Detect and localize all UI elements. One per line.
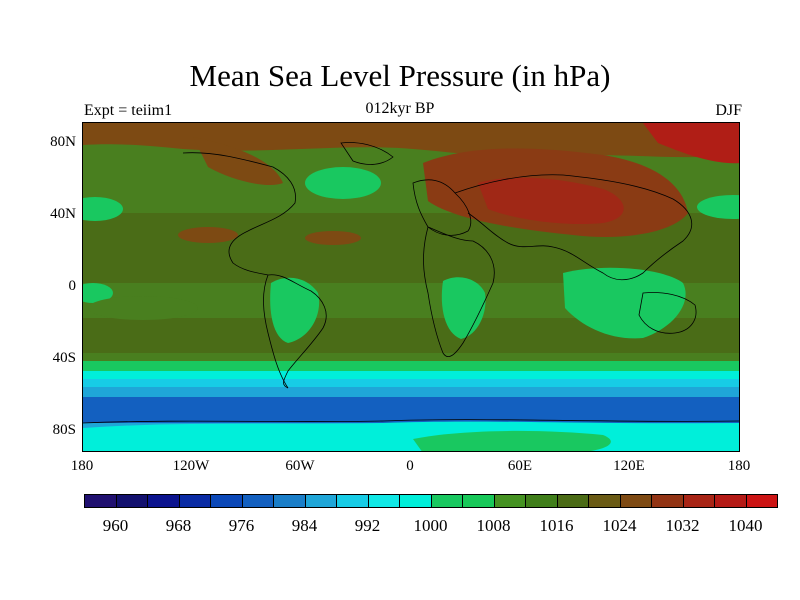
colorbar-tick-label: 992: [354, 516, 381, 535]
colorbar-cell: [556, 494, 589, 508]
map-title: Mean Sea Level Pressure (in hPa): [189, 58, 611, 93]
colorbar-cell: [336, 494, 369, 508]
colorbar-tick-label: 1016: [539, 516, 574, 535]
coast-africa: [423, 226, 495, 357]
pacific-band: [88, 296, 198, 320]
lon-label-180w: 180: [70, 458, 94, 474]
colorbar-tick-label: 1000: [413, 516, 448, 535]
time-period-label: 012kyr BP: [365, 100, 435, 117]
lon-label-120w: 120W: [172, 458, 210, 474]
maritime-continent-low: [563, 267, 686, 339]
experiment-label: Expt = teiim1: [84, 102, 173, 119]
colorbar-tick-label: 1032: [665, 516, 700, 535]
colorbar-cell: [178, 494, 211, 508]
aleutian-low-west: [83, 197, 123, 221]
colorbar-tick-label: 1040: [728, 516, 763, 535]
colorbar-cell: [367, 494, 400, 508]
icelandic-low: [305, 167, 381, 199]
colorbar-cell: [682, 494, 715, 508]
lat-label-40s: 40S: [52, 350, 76, 366]
lat-label-40n: 40N: [50, 206, 76, 222]
colorbar-cell: [210, 494, 243, 508]
africa-low: [441, 277, 486, 339]
subtropical-high-pacific: [178, 227, 238, 243]
belt-992: [83, 379, 739, 387]
season-label: DJF: [715, 102, 742, 119]
colorbar-tick-label: 968: [165, 516, 192, 535]
south-america-low: [270, 277, 320, 343]
coast-asia: [454, 174, 693, 281]
colorbar-cell: [619, 494, 652, 508]
colorbar-cell: [651, 494, 684, 508]
lon-label-60e: 60E: [507, 458, 533, 474]
colorbar-cell: [588, 494, 621, 508]
lon-label-120e: 120E: [613, 458, 645, 474]
lon-label-180e: 180: [727, 458, 751, 474]
colorbar-tick-label: 960: [102, 516, 129, 535]
colorbar-cell: [241, 494, 274, 508]
colorbar-cell: [525, 494, 558, 508]
lat-label-equator: 0: [68, 278, 77, 294]
colorbar-cell: [462, 494, 495, 508]
colorbar-cell: [273, 494, 306, 508]
colorbar-tick-label: 1008: [476, 516, 511, 535]
high-pressure-arctic: [83, 123, 739, 159]
colorbar-tick-label: 984: [291, 516, 318, 535]
belt-1000: [83, 371, 739, 379]
siberian-high-core: [478, 177, 624, 225]
colorbar-cell: [430, 494, 463, 508]
coast-australia: [638, 292, 697, 334]
subtropical-high-atlantic: [305, 231, 361, 245]
coast-greenland: [340, 142, 394, 165]
pacific-low-west: [83, 283, 113, 303]
colorbar-cell: [745, 494, 778, 508]
colorbar-cell: [493, 494, 526, 508]
colorbar-cell: [147, 494, 180, 508]
coast-south-america-west: [263, 274, 289, 389]
antarctic-shelf: [83, 421, 739, 451]
coast-europe: [412, 179, 472, 236]
antarctic-high: [413, 430, 611, 451]
coast-south-america: [267, 274, 327, 389]
colorbar-cell: [714, 494, 747, 508]
colorbar-cell: [84, 494, 117, 508]
colorbar-tick-label: 976: [228, 516, 255, 535]
pressure-colorbar: [84, 494, 778, 508]
colorbar-cell: [115, 494, 148, 508]
colorbar-tick-label: 1024: [602, 516, 637, 535]
lat-label-80s: 80S: [52, 422, 76, 438]
high-pressure-beringia: [643, 123, 739, 164]
coast-antarctica: [83, 419, 739, 424]
coast-north-america: [182, 152, 296, 276]
pressure-map: [82, 122, 740, 452]
colorbar-cell: [399, 494, 432, 508]
lon-label-60w: 60W: [285, 458, 315, 474]
belt-988: [83, 387, 739, 397]
coastlines: [83, 142, 739, 424]
lon-label-0: 0: [406, 458, 414, 474]
colorbar-cell: [304, 494, 337, 508]
belt-1008: [83, 361, 739, 371]
north-america-high: [193, 137, 283, 186]
aleutian-low: [697, 195, 739, 219]
belt-976: [83, 397, 739, 423]
lat-label-80n: 80N: [50, 134, 76, 150]
pressure-map-svg: [83, 123, 739, 451]
